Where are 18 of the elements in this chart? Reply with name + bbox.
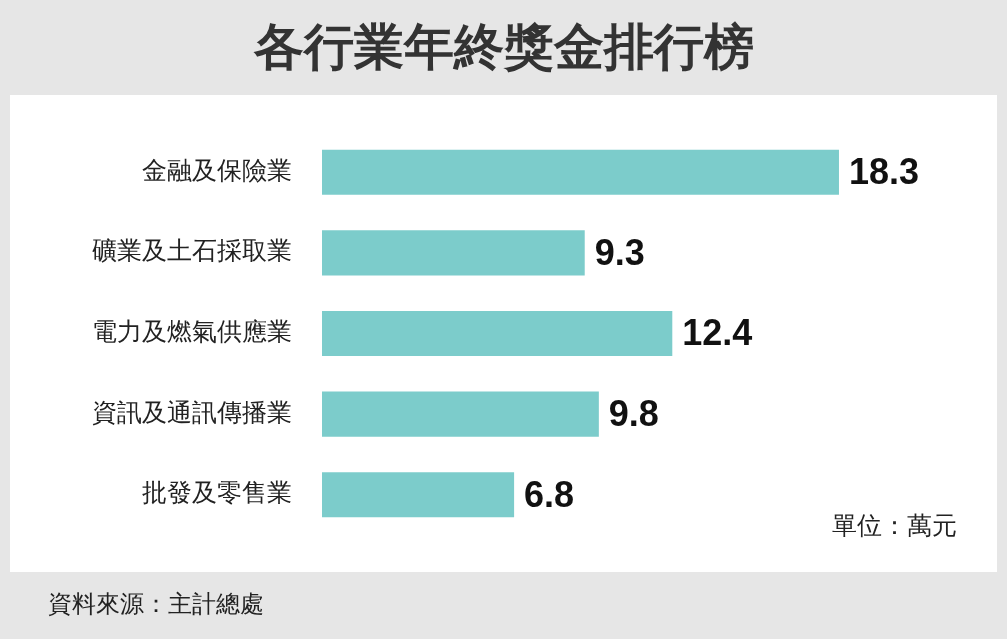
annotation: 單位：萬元 <box>832 510 957 542</box>
data-label: 9.3 <box>594 231 645 273</box>
y-tick-label: 資訊及通訊傳播業 <box>92 397 292 427</box>
y-tick-label: 礦業及土石採取業 <box>92 236 292 266</box>
bar <box>322 310 673 357</box>
data-label: 12.4 <box>682 312 753 354</box>
y-tick-label: 批發及零售業 <box>142 478 292 508</box>
y-tick-label: 金融及保險業 <box>142 155 292 185</box>
bar <box>322 149 839 195</box>
chart-title: 各行業年終獎金排行榜 <box>252 17 755 78</box>
data-label: 6.8 <box>524 473 575 515</box>
y-tick-label: 電力及燃氣供應業 <box>92 317 292 346</box>
bar <box>322 230 585 276</box>
data-label: 18.3 <box>848 151 920 193</box>
bar <box>322 472 515 518</box>
data-label: 9.8 <box>608 393 659 435</box>
bar <box>322 391 599 437</box>
source-note: 資料來源：主計總處 <box>48 589 264 620</box>
